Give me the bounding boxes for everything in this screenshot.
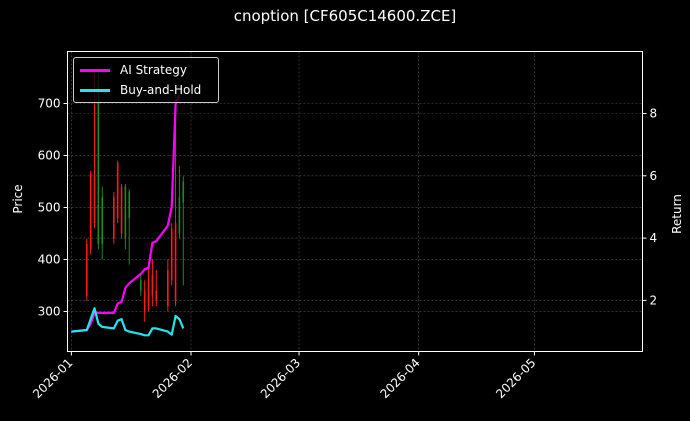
legend-swatch-icon bbox=[80, 88, 110, 92]
chart-title: cnoption [CF605C14600.ZCE] bbox=[233, 7, 457, 25]
svg-text:2026-05: 2026-05 bbox=[493, 356, 538, 401]
svg-text:2026-01: 2026-01 bbox=[30, 356, 75, 401]
return-lines bbox=[71, 94, 185, 337]
legend-swatch-icon bbox=[80, 68, 110, 72]
svg-text:400: 400 bbox=[38, 252, 61, 266]
svg-text:500: 500 bbox=[38, 200, 61, 214]
y-axis-label-left: Price bbox=[11, 184, 25, 214]
svg-text:2026-04: 2026-04 bbox=[377, 356, 422, 401]
right-axis-ticks: 2 4 6 8 bbox=[642, 106, 658, 307]
svg-text:700: 700 bbox=[38, 96, 61, 110]
plot-frame bbox=[67, 51, 643, 352]
svg-text:300: 300 bbox=[38, 304, 61, 318]
svg-text:4: 4 bbox=[650, 231, 658, 245]
svg-text:600: 600 bbox=[38, 148, 61, 162]
legend-item-buy-and-hold: Buy-and-Hold bbox=[80, 81, 201, 99]
legend: AI Strategy Buy-and-Hold bbox=[73, 57, 219, 103]
x-axis-ticks: 2026-01 2026-02 2026-03 2026-04 2026-05 bbox=[30, 351, 539, 401]
series-buy-and-hold bbox=[71, 307, 185, 337]
price-candles bbox=[85, 72, 185, 322]
legend-label: AI Strategy bbox=[120, 63, 187, 77]
legend-label: Buy-and-Hold bbox=[120, 83, 202, 97]
left-axis-ticks: 300 400 500 600 700 bbox=[38, 96, 68, 318]
svg-text:6: 6 bbox=[650, 169, 658, 183]
svg-text:2: 2 bbox=[650, 293, 658, 307]
y-axis-label-right: Return bbox=[670, 194, 684, 234]
legend-item-ai-strategy: AI Strategy bbox=[80, 61, 187, 79]
svg-text:2026-03: 2026-03 bbox=[258, 356, 303, 401]
svg-text:2026-02: 2026-02 bbox=[150, 356, 195, 401]
svg-text:8: 8 bbox=[650, 106, 658, 120]
